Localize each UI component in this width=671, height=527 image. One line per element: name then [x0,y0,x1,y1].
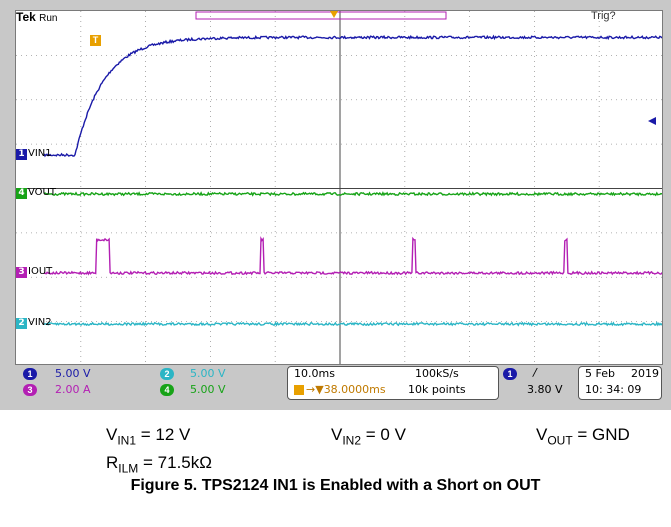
ch4-scale: 5.00 V [190,383,226,396]
trigger-level: 3.80 V [527,383,563,396]
caption-vin2: VIN2 = 0 V [331,425,406,448]
trigger-marker-icon: T [90,35,101,46]
brand-logo: Tek Run [16,10,58,24]
waveform-plot [16,11,662,364]
ch1-badge: 1 [23,368,37,380]
figure-caption: Figure 5. TPS2124 IN1 is Enabled with a … [130,477,541,494]
ch2-scale: 5.00 V [190,367,226,380]
waveform-iout [43,236,662,276]
trigger-state: Trig? [591,10,616,22]
channel-label-iout: 3 IOUT [16,266,52,278]
year: 2019 [631,367,659,380]
trigger-channel-badge: 1 [503,368,517,380]
scope-screen: Tek Run Trig? 1 VIN1 4 VOUT 3 IOUT 2 VIN2 T [15,10,663,365]
timebase-panel [287,366,499,400]
waveform-vout [43,191,662,197]
caption-rilm: RILM = 71.5kΩ [106,453,212,476]
timebase: 10.0ms [294,367,335,380]
ch2-badge: 2 [160,368,174,380]
channel-label-vin1: 1 VIN1 [16,148,52,160]
waveform-vin1 [43,34,662,158]
time: 10: 34: 09 [585,383,642,396]
datetime-panel [578,366,662,400]
channel-label-vin2: 2 VIN2 [16,317,52,329]
sample-rate: 100kS/s [415,367,459,380]
oscilloscope: Tek Run Trig? 1 VIN1 4 VOUT 3 IOUT 2 VIN2 T … [0,0,671,410]
date: 5 Feb [585,367,615,380]
ch4-badge: 4 [160,384,174,396]
waveform-vin2 [43,321,662,327]
trigger-level-icon [648,117,656,125]
caption-vin1: VIN1 = 12 V [106,425,191,448]
trigger-slope-icon: / [533,366,537,379]
caption-vout: VOUT = GND [536,425,630,448]
ch1-scale: 5.00 V [55,367,91,380]
trigger-position: →▼38.0000ms [294,383,386,396]
ch3-badge: 3 [23,384,37,396]
trigger-point-icon [330,11,338,18]
ch3-scale: 2.00 A [55,383,91,396]
record-bar [195,11,447,20]
settings-footer: 1 5.00 V 3 2.00 A 2 5.00 V 4 5.00 V 10.0… [15,366,663,404]
channel-label-vout: 4 VOUT [16,187,56,199]
record-length: 10k points [408,383,466,396]
